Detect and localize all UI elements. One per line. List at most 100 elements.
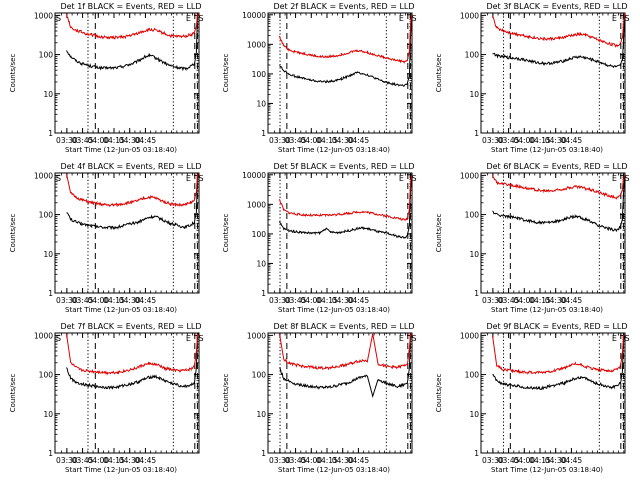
detector-panel: Det 9f BLACK = Events, RED = LLD 1000 100 1… bbox=[435, 322, 630, 474]
events-series-line bbox=[492, 17, 625, 69]
y-tick-label: 1000 bbox=[34, 11, 53, 20]
x-tick-label: 04:15 bbox=[529, 296, 551, 305]
event-marker-label: S bbox=[624, 14, 629, 23]
x-tick-label: 04:30 bbox=[545, 136, 567, 145]
y-tick-label: 10 bbox=[469, 90, 479, 99]
chart-title: Det 5f BLACK = Events, RED = LLD bbox=[273, 162, 414, 171]
y-tick-label: 1000 bbox=[34, 331, 53, 340]
y-tick-label: 100 bbox=[39, 51, 54, 60]
chart-title: Det 3f BLACK = Events, RED = LLD bbox=[486, 2, 627, 11]
x-tick-label: 04:15 bbox=[529, 456, 551, 465]
x-axis-label: Start Time (12-Jun-05 03:18:40) bbox=[65, 146, 177, 154]
plot-frame bbox=[480, 172, 626, 294]
x-tick-label: 03:30 bbox=[269, 296, 291, 305]
y-axis-label: Counts/sec bbox=[435, 214, 443, 253]
lld-series-line bbox=[279, 14, 412, 64]
y-tick-label: 100 bbox=[465, 371, 480, 380]
x-tick-label: 03:30 bbox=[56, 296, 78, 305]
y-tick-label: 10 bbox=[256, 259, 266, 268]
x-axis-label: Start Time (12-Jun-05 03:18:40) bbox=[278, 146, 390, 154]
event-marker-label: E bbox=[186, 174, 191, 183]
x-tick-label: 04:45 bbox=[135, 136, 157, 145]
detector-panel: Det 2f BLACK = Events, RED = LLD10000100… bbox=[222, 2, 417, 154]
x-tick-label: 03:30 bbox=[482, 136, 504, 145]
detector-panel: Det 6f BLACK = Events, RED = LLD 1000 100 1… bbox=[435, 162, 630, 314]
x-axis-label: Start Time (12-Jun-05 03:18:40) bbox=[278, 306, 390, 314]
x-tick-label: 04:45 bbox=[348, 136, 370, 145]
y-tick-label: 1 bbox=[48, 289, 53, 298]
y-axis-label: Counts/sec bbox=[9, 54, 17, 93]
event-marker-label: E bbox=[186, 334, 191, 343]
x-tick-label: 04:15 bbox=[316, 296, 338, 305]
x-tick-label: 04:45 bbox=[561, 136, 583, 145]
events-series-line bbox=[66, 13, 199, 72]
y-tick-label: 1000 bbox=[247, 331, 266, 340]
event-marker-label: S bbox=[56, 14, 61, 23]
events-series-line bbox=[279, 17, 412, 87]
lld-series-line bbox=[279, 175, 412, 222]
y-tick-label: 100 bbox=[39, 371, 54, 380]
x-tick-label: 03:45 bbox=[285, 136, 307, 145]
plot-frame bbox=[54, 332, 200, 454]
y-tick-label: 1 bbox=[474, 449, 479, 458]
event-marker-label: E bbox=[186, 14, 191, 23]
y-axis-label: Counts/sec bbox=[435, 54, 443, 93]
lld-series-line bbox=[66, 12, 199, 40]
x-axis-label: Start Time (12-Jun-05 03:18:40) bbox=[65, 466, 177, 474]
event-marker-label: E bbox=[612, 334, 617, 343]
plot-frame bbox=[267, 332, 413, 454]
event-marker-label: S bbox=[411, 334, 416, 343]
x-axis-label: Start Time (12-Jun-05 03:18:40) bbox=[491, 466, 603, 474]
x-tick-label: 04:30 bbox=[119, 456, 141, 465]
y-tick-label: 1000 bbox=[34, 171, 53, 180]
x-tick-label: 04:30 bbox=[332, 456, 354, 465]
y-tick-label: 1000 bbox=[460, 331, 479, 340]
plot-frame bbox=[267, 172, 413, 294]
y-axis-label: Counts/sec bbox=[222, 54, 230, 93]
event-marker-label: E bbox=[399, 334, 404, 343]
x-tick-label: 04:45 bbox=[348, 296, 370, 305]
chart-title: Det 2f BLACK = Events, RED = LLD bbox=[273, 2, 414, 11]
x-tick-label: 03:30 bbox=[482, 456, 504, 465]
event-marker-label: S bbox=[198, 334, 203, 343]
event-marker-label: E bbox=[399, 14, 404, 23]
y-axis-label: Counts/sec bbox=[222, 374, 230, 413]
x-tick-label: 03:30 bbox=[56, 136, 78, 145]
lld-series-line bbox=[279, 332, 412, 371]
x-tick-label: 04:00 bbox=[87, 136, 109, 145]
x-axis-label: Start Time (12-Jun-05 03:18:40) bbox=[491, 146, 603, 154]
y-tick-label: 1 bbox=[474, 129, 479, 138]
chart-title: Det 7f BLACK = Events, RED = LLD bbox=[60, 322, 201, 331]
y-axis-label: Counts/sec bbox=[9, 214, 17, 253]
detector-panel: Det 3f BLACK = Events, RED = LLD 1000 100 1… bbox=[435, 2, 630, 154]
y-tick-label: 100 bbox=[39, 211, 54, 220]
y-tick-label: 1 bbox=[261, 449, 266, 458]
x-tick-label: 03:30 bbox=[269, 456, 291, 465]
x-axis-label: Start Time (12-Jun-05 03:18:40) bbox=[278, 466, 390, 474]
chart-title: Det 4f BLACK = Events, RED = LLD bbox=[60, 162, 201, 171]
y-tick-label: 1000 bbox=[247, 200, 266, 209]
detector-panel: Det 7f BLACK = Events, RED = LLD 1000 100 1… bbox=[9, 322, 204, 474]
x-tick-label: 04:00 bbox=[513, 296, 535, 305]
y-tick-label: 1 bbox=[48, 449, 53, 458]
chart-title: Det 6f BLACK = Events, RED = LLD bbox=[486, 162, 627, 171]
y-tick-label: 1000 bbox=[460, 11, 479, 20]
x-tick-label: 04:45 bbox=[348, 456, 370, 465]
event-marker-label: S bbox=[198, 174, 203, 183]
y-axis-label: Counts/sec bbox=[435, 374, 443, 413]
plot-frame bbox=[54, 12, 200, 134]
x-tick-label: 03:45 bbox=[285, 456, 307, 465]
x-tick-label: 04:15 bbox=[103, 456, 125, 465]
x-tick-label: 04:30 bbox=[545, 456, 567, 465]
chart-title: Det 9f BLACK = Events, RED = LLD bbox=[486, 322, 627, 331]
x-tick-label: 03:45 bbox=[72, 296, 94, 305]
y-tick-label: 10 bbox=[469, 250, 479, 259]
event-marker-label: S bbox=[411, 14, 416, 23]
x-tick-label: 03:45 bbox=[285, 296, 307, 305]
x-tick-label: 04:45 bbox=[561, 456, 583, 465]
detector-panel: Det 4f BLACK = Events, RED = LLD 1000 100 1… bbox=[9, 162, 204, 314]
events-series-line bbox=[66, 172, 199, 231]
lld-series-line bbox=[66, 173, 199, 208]
plot-frame bbox=[480, 12, 626, 134]
